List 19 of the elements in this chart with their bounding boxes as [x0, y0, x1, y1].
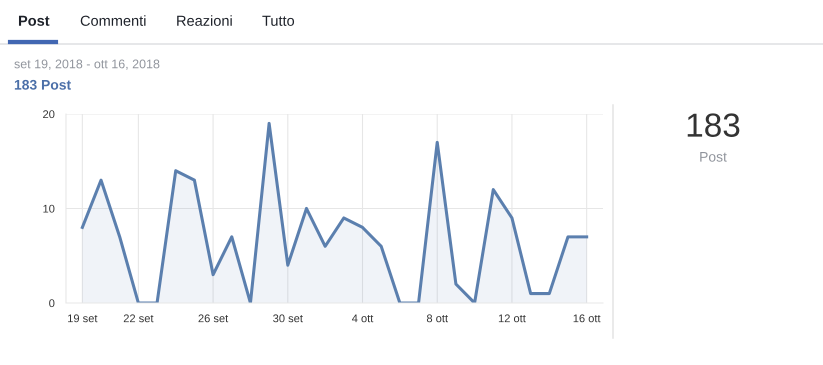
x-tick-label: 12 ott — [498, 314, 526, 322]
text: Reazioni — [177, 15, 232, 26]
text: Commenti — [80, 15, 146, 26]
chart-title: 183 Post — [14, 80, 71, 90]
x-tick-label: 30 set — [273, 314, 303, 322]
text: Post — [18, 16, 50, 26]
y-tick-label: 10 — [43, 204, 54, 213]
x-tick-label: 8 ott — [426, 314, 448, 322]
x-tick-label: 16 ott — [574, 314, 600, 322]
y-tick-label: 20 — [43, 110, 54, 118]
x-tick-label: 4 ott — [352, 314, 374, 322]
y-tick-label: 0 — [49, 299, 54, 308]
text: Post — [700, 152, 727, 162]
chart-subtitle: set 19, 2018 - ott 16, 2018 — [14, 60, 160, 70]
x-tick-label: 26 set — [198, 314, 228, 322]
x-tick-label: 19 set — [68, 314, 98, 322]
text: Tutto — [262, 16, 294, 26]
x-tick-label: 22 set — [124, 314, 154, 322]
text: 183 — [688, 113, 740, 137]
